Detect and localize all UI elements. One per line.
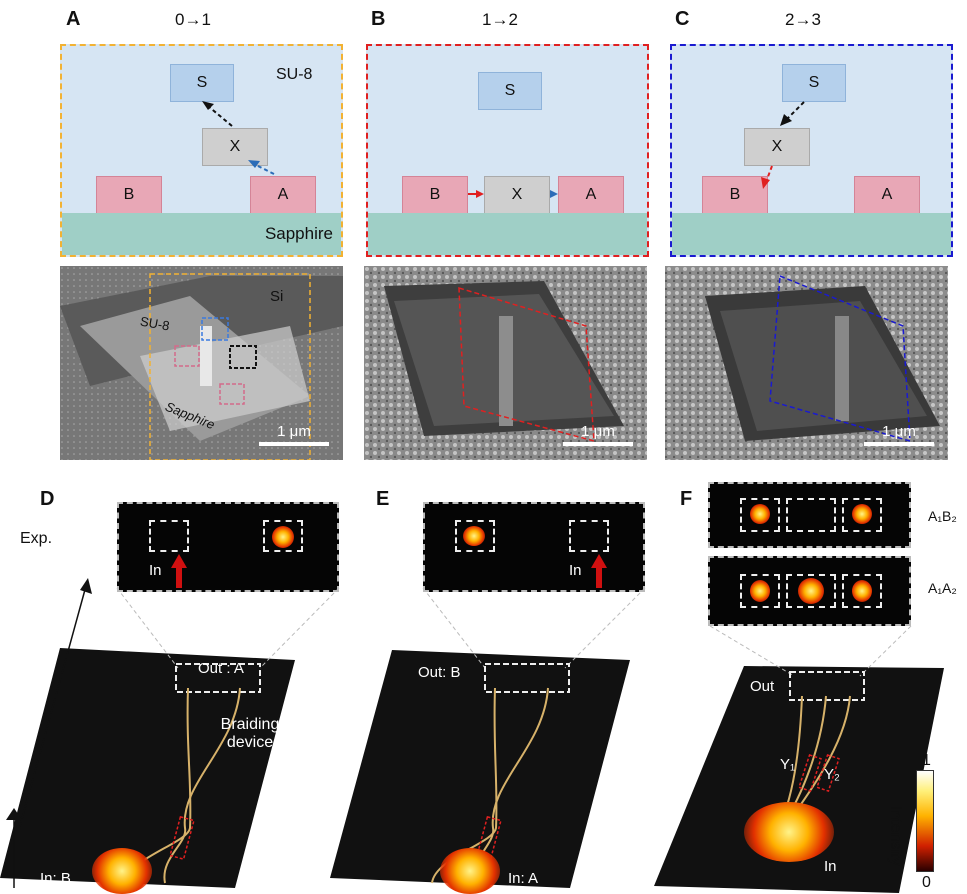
colorbar	[916, 770, 934, 872]
input-label: In: B	[40, 870, 71, 887]
in-label: In	[569, 562, 582, 579]
scale-bar: 1 μm	[563, 423, 633, 446]
box-b: B	[96, 176, 162, 214]
colorbar-max: 1	[922, 752, 931, 769]
light-spot	[798, 578, 824, 604]
transition-label-c: 2→3	[785, 10, 821, 29]
y1-label: Y₁	[780, 756, 796, 773]
port-box	[842, 574, 882, 608]
box-b: B	[402, 176, 468, 214]
panel-label-a: A	[66, 8, 81, 30]
exp-image-d: In	[117, 502, 339, 592]
colorbar-min: 0	[922, 874, 931, 891]
box-a: A	[854, 176, 920, 214]
schematic-c: S X B A	[670, 44, 953, 257]
schematic-b: S B X A	[366, 44, 649, 257]
exp-label: Exp.	[20, 530, 53, 547]
transition-label-a: 0→1	[175, 10, 211, 29]
sapphire-label: Sapphire	[264, 224, 333, 243]
a1b2-label: A₁B₂	[928, 508, 957, 524]
light-spot	[852, 580, 872, 602]
si-label: Si	[270, 288, 284, 305]
box-x: X	[202, 128, 268, 166]
a1a2-label: A₁A₂	[928, 580, 957, 596]
colorbar-title: Intensity	[887, 806, 904, 866]
port-box	[786, 498, 836, 532]
scale-bar: 1 μm	[864, 423, 934, 446]
box-b: B	[702, 176, 768, 214]
out-label: Out : A	[198, 660, 244, 677]
port-box	[842, 498, 882, 532]
arrows-a	[202, 101, 275, 175]
exp-image-f-row2	[708, 556, 911, 626]
device-d	[0, 588, 340, 888]
out-label: Out: B	[418, 664, 461, 681]
up-arrow-icon	[591, 554, 607, 588]
up-arrow-icon	[19, 578, 92, 827]
sem-image-c: 1 μm	[665, 266, 948, 460]
scale-bar-label: 1 μm	[882, 423, 916, 440]
transition-label-b: 1→2	[482, 10, 518, 29]
scale-bar: 1 μm	[259, 423, 329, 446]
light-spot	[750, 504, 770, 524]
light-spot	[750, 580, 770, 602]
sem-image-a: Si SU-8 Sapphire 1 μm	[60, 266, 343, 460]
box-s: S	[170, 64, 234, 102]
panel-label-c: C	[675, 8, 690, 30]
box-a: A	[558, 176, 624, 214]
sapphire-layer	[672, 213, 951, 255]
port-box	[455, 520, 495, 552]
out-label: Out	[750, 678, 775, 695]
port-box	[263, 520, 303, 552]
box-x: X	[484, 176, 550, 214]
scale-bar-label: 1 μm	[581, 423, 615, 440]
up-arrow-icon	[171, 554, 187, 588]
braiding-device-label: Braiding device	[220, 716, 280, 751]
sem-image-b: 1 μm	[364, 266, 647, 460]
arrows-c	[761, 101, 805, 189]
scale-bar-label: 1 μm	[277, 423, 311, 440]
sapphire-layer	[368, 213, 647, 255]
input-label: In	[824, 858, 837, 875]
panel-label-b: B	[371, 8, 386, 30]
arrows-b	[468, 190, 558, 198]
panel-label-d: D	[40, 488, 55, 510]
exp-image-f-row1	[708, 482, 911, 548]
light-spot	[463, 526, 485, 546]
sapphire-layer: Sapphire	[62, 213, 341, 255]
port-box	[740, 574, 780, 608]
port-box	[786, 574, 836, 608]
y2-label: Y₂	[824, 766, 840, 783]
in-label: In	[149, 562, 162, 579]
input-label: In: A	[508, 870, 539, 887]
panel-label-e: E	[376, 488, 390, 510]
box-x: X	[744, 128, 810, 166]
schematic-a: SU-8 S X B A Sapphire	[60, 44, 343, 257]
light-spot	[272, 526, 294, 548]
box-s: S	[782, 64, 846, 102]
port-box	[569, 520, 609, 552]
panel-label-f: F	[680, 488, 693, 510]
input-spot	[92, 848, 152, 894]
su8-label: SU-8	[276, 66, 313, 83]
exp-image-e: In	[423, 502, 645, 592]
input-spot	[440, 848, 500, 894]
box-s: S	[478, 72, 542, 110]
device-e	[330, 588, 646, 888]
light-spot	[852, 504, 872, 524]
input-spot	[744, 802, 834, 862]
box-a: A	[250, 176, 316, 214]
port-box	[149, 520, 189, 552]
port-box	[740, 498, 780, 532]
